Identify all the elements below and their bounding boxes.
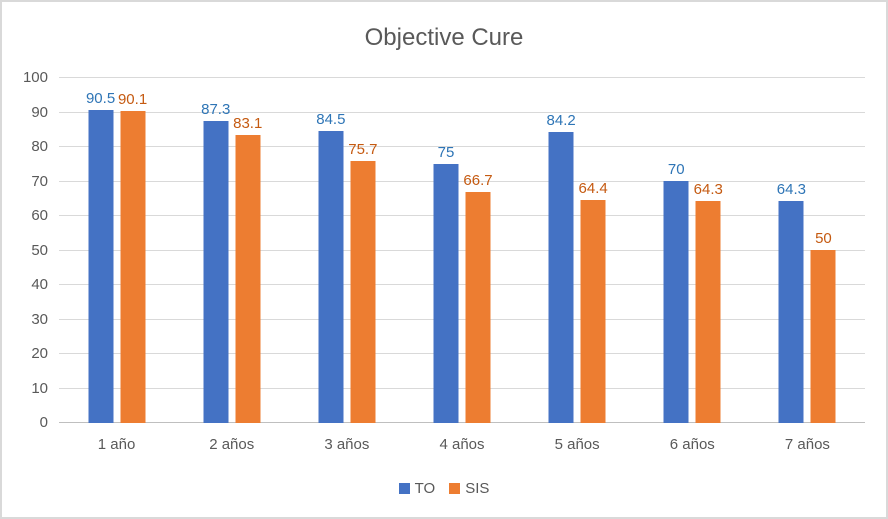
bar-pair: 64.3 50 — [777, 182, 836, 423]
bar-sis-2: 83.1 — [233, 116, 262, 423]
y-tick-label: 30 — [31, 310, 48, 328]
y-tick-label: 60 — [31, 207, 48, 224]
category-group-2: 87.3 83.1 — [174, 77, 289, 423]
y-tick-label: 50 — [31, 241, 48, 259]
x-category-label: 1 año — [97, 436, 136, 453]
data-label-to-4: 75 — [437, 143, 455, 161]
y-tick-label: 80 — [31, 138, 48, 155]
gridline — [59, 387, 865, 389]
bar-pair: 75 66.7 — [433, 145, 493, 423]
data-label-sis-3: 75.7 — [348, 141, 378, 159]
bar-sis-6: 64.3 — [694, 182, 723, 423]
bar-pair: 87.3 83.1 — [201, 102, 262, 423]
gridline — [59, 353, 865, 354]
data-label-to-5: 84.2 — [546, 111, 576, 129]
y-tick-label: 10 — [31, 379, 48, 397]
bar-to-1: 90.5 — [86, 91, 115, 423]
gridline — [59, 284, 865, 285]
bar-sis-4: 66.7 — [463, 173, 493, 423]
gridline — [59, 180, 865, 182]
legend: TO SIS — [2, 480, 886, 497]
bar-sis-1: 90.1 — [118, 92, 147, 423]
gridline — [59, 111, 865, 113]
x-category-label: 2 años — [209, 436, 255, 453]
data-label-sis-5: 64.4 — [578, 180, 608, 198]
bar-to-6: 70 — [663, 162, 689, 423]
data-label-sis-6: 64.3 — [693, 180, 723, 198]
bar-sis-3: 75.7 — [348, 142, 377, 423]
y-tick-label: 0 — [39, 414, 48, 431]
gridline — [59, 249, 865, 251]
data-label-to-2: 87.3 — [201, 100, 231, 118]
data-label-to-3: 84.5 — [316, 110, 346, 128]
category-group-5: 84.2 64.4 — [520, 77, 635, 423]
bar-sis-5: 64.4 — [579, 181, 608, 423]
data-label-sis-1: 90.1 — [117, 91, 148, 109]
bar-to-7: 64.3 — [777, 182, 806, 423]
y-tick-label: 40 — [31, 276, 48, 293]
category-group-3: 84.5 75.7 — [289, 77, 404, 423]
bar-pair: 70 64.3 — [663, 162, 723, 423]
plot-area: 90.5 90.1 87.3 83.1 84.5 75.7 75 66.7 84.2 64.4 70… — [23, 69, 865, 431]
gridline — [59, 318, 865, 320]
x-category-label: 3 años — [324, 436, 370, 453]
x-axis-labels: 1 año 2 años 3 años 4 años 5 años 6 años 7 año… — [59, 436, 865, 453]
y-tick-label: 20 — [31, 345, 48, 362]
y-tick-label: 70 — [31, 172, 48, 190]
chart-title: Objective Cure — [364, 24, 524, 51]
x-axis-line — [59, 422, 865, 423]
legend-item-to: TO — [398, 480, 436, 497]
legend-swatch-to — [398, 483, 410, 494]
y-tick-label: 90 — [31, 103, 48, 121]
bar-to-4: 75 — [433, 145, 459, 423]
legend-item-sis: SIS — [449, 480, 489, 497]
y-tick-label: 100 — [22, 69, 48, 86]
data-label-to-7: 64.3 — [776, 180, 807, 198]
category-group-6: 70 64.3 — [635, 77, 750, 423]
legend-label-to: TO — [414, 480, 436, 497]
data-label-to-6: 70 — [667, 160, 685, 178]
bar-to-2: 87.3 — [201, 102, 230, 423]
bar-to-3: 84.5 — [316, 112, 345, 423]
x-category-label: 6 años — [669, 436, 715, 453]
x-category-label: 4 años — [439, 436, 485, 453]
x-category-label: 7 años — [784, 436, 830, 453]
x-category-label: 5 años — [554, 436, 600, 453]
legend-label-sis: SIS — [465, 480, 490, 497]
gridline — [59, 77, 865, 78]
data-label-sis-7: 50 — [815, 230, 832, 247]
gridline — [59, 146, 865, 147]
category-group-4: 75 66.7 — [404, 77, 519, 423]
data-label-to-1: 90.5 — [85, 89, 116, 107]
bar-to-5: 84.2 — [547, 113, 576, 423]
category-group-1: 90.5 90.1 — [59, 77, 174, 423]
category-group-7: 64.3 50 — [750, 77, 865, 423]
bar-pair: 84.2 64.4 — [547, 113, 608, 423]
bar-sis-7: 50 — [810, 231, 836, 423]
bar-pair: 84.5 75.7 — [316, 112, 377, 423]
gridline — [59, 215, 865, 216]
bar-groups: 90.5 90.1 87.3 83.1 84.5 75.7 75 66.7 84.2 64.4 70… — [59, 77, 865, 423]
data-label-sis-2: 83.1 — [233, 115, 263, 133]
legend-swatch-sis — [449, 483, 461, 494]
data-label-sis-4: 66.7 — [463, 172, 493, 190]
bar-pair: 90.5 90.1 — [86, 91, 147, 423]
